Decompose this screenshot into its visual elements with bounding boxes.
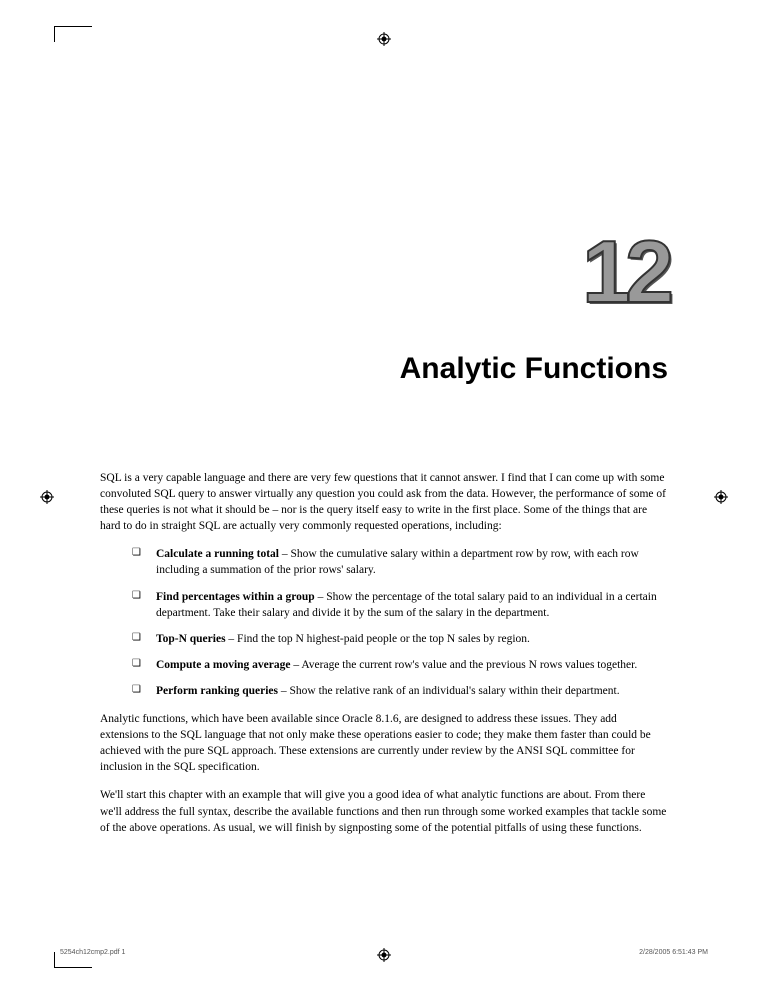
crop-mark-top-left bbox=[54, 26, 92, 42]
paragraph-3: We'll start this chapter with an example… bbox=[100, 787, 668, 835]
list-item: Find percentages within a group – Show t… bbox=[132, 589, 668, 621]
bullet-rest: – Average the current row's value and th… bbox=[290, 659, 637, 671]
list-item: Calculate a running total – Show the cum… bbox=[132, 546, 668, 578]
list-item: Compute a moving average – Average the c… bbox=[132, 657, 668, 673]
chapter-title: Analytic Functions bbox=[400, 348, 668, 390]
bullet-bold: Calculate a running total bbox=[156, 548, 279, 560]
registration-mark-top bbox=[377, 32, 391, 46]
page-footer: 5254ch12cmp2.pdf 1 2/28/2005 6:51:43 PM bbox=[60, 948, 708, 958]
bullet-bold: Find percentages within a group bbox=[156, 591, 315, 603]
list-item: Top-N queries – Find the top N highest-p… bbox=[132, 631, 668, 647]
bullet-bold: Top-N queries bbox=[156, 633, 226, 645]
intro-paragraph: SQL is a very capable language and there… bbox=[100, 470, 668, 534]
footer-filename: 5254ch12cmp2.pdf 1 bbox=[60, 948, 125, 958]
body-text: SQL is a very capable language and there… bbox=[100, 470, 668, 848]
registration-mark-left bbox=[40, 490, 54, 504]
bullet-list: Calculate a running total – Show the cum… bbox=[100, 546, 668, 699]
bullet-rest: – Find the top N highest-paid people or … bbox=[226, 633, 530, 645]
footer-timestamp: 2/28/2005 6:51:43 PM bbox=[639, 948, 708, 958]
chapter-number: 12 bbox=[582, 210, 668, 333]
bullet-rest: – Show the relative rank of an individua… bbox=[278, 685, 620, 697]
page-content: 12 Analytic Functions SQL is a very capa… bbox=[100, 60, 668, 934]
list-item: Perform ranking queries – Show the relat… bbox=[132, 683, 668, 699]
bullet-bold: Perform ranking queries bbox=[156, 685, 278, 697]
bullet-bold: Compute a moving average bbox=[156, 659, 290, 671]
paragraph-2: Analytic functions, which have been avai… bbox=[100, 711, 668, 775]
registration-mark-right bbox=[714, 490, 728, 504]
